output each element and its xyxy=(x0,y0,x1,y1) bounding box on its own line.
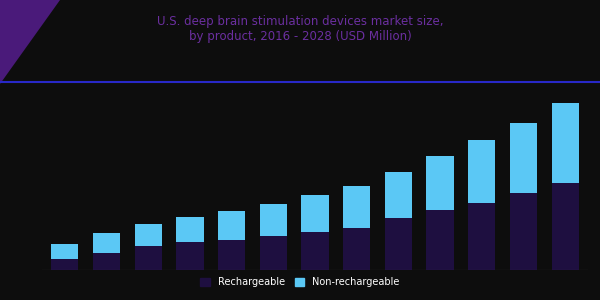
Bar xyxy=(218,240,245,270)
Bar xyxy=(135,224,162,246)
Bar xyxy=(343,228,370,270)
Polygon shape xyxy=(0,0,60,84)
Bar xyxy=(551,183,578,270)
Bar xyxy=(510,123,537,193)
Bar xyxy=(93,233,120,253)
Bar xyxy=(218,211,245,240)
Bar xyxy=(301,195,329,232)
Bar xyxy=(510,193,537,270)
Text: U.S. deep brain stimulation devices market size,
by product, 2016 - 2028 (USD Mi: U.S. deep brain stimulation devices mark… xyxy=(157,15,443,44)
Bar xyxy=(52,244,79,260)
Bar xyxy=(260,204,287,236)
Bar xyxy=(385,172,412,218)
Bar xyxy=(551,103,578,183)
Legend: Rechargeable, Non-rechargeable: Rechargeable, Non-rechargeable xyxy=(197,273,404,291)
Bar xyxy=(427,156,454,210)
Bar xyxy=(301,232,329,270)
Bar xyxy=(135,246,162,270)
Bar xyxy=(468,140,495,202)
Bar xyxy=(468,202,495,270)
Bar xyxy=(427,210,454,270)
Bar xyxy=(176,242,203,270)
Bar xyxy=(93,253,120,270)
Bar xyxy=(343,186,370,228)
Bar xyxy=(385,218,412,270)
Bar xyxy=(176,217,203,242)
Bar xyxy=(260,236,287,270)
Bar xyxy=(52,260,79,270)
